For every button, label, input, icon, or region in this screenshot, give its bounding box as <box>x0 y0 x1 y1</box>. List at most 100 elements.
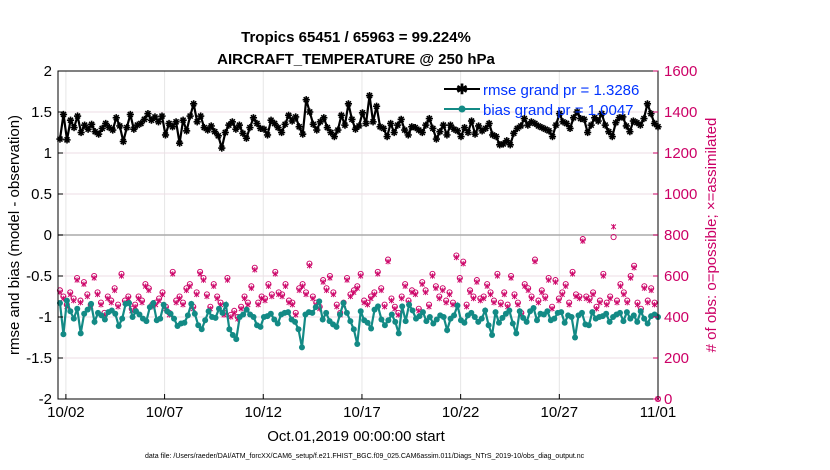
rmse-point <box>109 126 117 134</box>
obs-assimilated-marker <box>173 299 179 306</box>
rmse-point <box>221 128 229 137</box>
rmse-point <box>183 127 191 135</box>
obs-assimilated-marker <box>255 301 261 308</box>
obs-assimilated-marker <box>211 283 217 290</box>
obs-assimilated-marker <box>105 295 111 302</box>
x-tick-label: 10/27 <box>541 404 579 421</box>
bias-point <box>388 311 395 318</box>
rmse-point <box>95 130 103 138</box>
rmse-series <box>56 92 662 152</box>
obs-assimilated-marker <box>651 301 658 308</box>
bias-point <box>312 304 319 311</box>
obs-assimilated-marker <box>214 295 220 302</box>
obs-assimilated-marker <box>142 283 149 290</box>
obs-assimilated-marker <box>112 287 118 294</box>
obs-assimilated-marker <box>368 295 374 302</box>
obs-assimilated-marker <box>600 273 606 279</box>
obs-assimilated-marker <box>614 299 620 306</box>
rmse-point <box>341 121 349 129</box>
bias-point <box>243 306 250 313</box>
rmse-point <box>186 112 194 120</box>
x-axis-label: Oct.01,2019 00:00:00 start <box>267 428 445 445</box>
bias-point <box>637 308 644 315</box>
obs-assimilated-marker <box>330 291 336 298</box>
obs-assimilated-marker <box>487 291 494 298</box>
obs-assimilated-marker <box>258 295 265 302</box>
bias-point <box>616 309 623 316</box>
rmse-point <box>467 117 476 125</box>
obs-assimilated-marker <box>334 303 340 310</box>
rmse-point <box>197 112 205 120</box>
rmse-point <box>158 112 166 120</box>
data-file-footnote: data file: /Users/raeder/DAI/ATM_forcXX/… <box>145 453 585 460</box>
bias-point <box>357 308 364 315</box>
rmse-point <box>126 110 134 119</box>
bias-point <box>354 341 361 348</box>
bias-point <box>509 320 516 327</box>
bias-point <box>444 327 451 334</box>
obs-assimilated-marker <box>552 279 559 285</box>
x-tick-label: 11/01 <box>640 404 676 421</box>
bias-point <box>226 326 233 333</box>
chart-title: Tropics 65451 / 65963 = 99.224% <box>241 29 471 46</box>
obs-assimilated-marker <box>241 295 248 302</box>
rmse-point <box>471 130 479 138</box>
obs-assimilated-marker <box>498 301 504 308</box>
rmse-point <box>418 128 426 137</box>
obs-assimilated-marker <box>347 293 354 300</box>
bias-point <box>374 303 381 310</box>
obs-assimilated-marker <box>477 297 483 304</box>
obs-assimilated-marker <box>231 310 237 316</box>
rmse-point <box>147 116 156 124</box>
bias-point <box>67 308 74 315</box>
bias-point <box>561 319 568 326</box>
bias-point <box>471 314 478 320</box>
obs-assimilated-marker <box>412 291 418 298</box>
bias-point <box>271 316 278 323</box>
bias-point <box>530 304 537 311</box>
legend-rmse-label: rmse grand pr = 1.3286 <box>483 82 639 99</box>
rmse-point <box>151 113 159 121</box>
bias-point <box>295 326 302 333</box>
bias-point <box>578 309 585 316</box>
obs-assimilated-marker <box>576 295 583 302</box>
bias-point <box>257 323 264 330</box>
rmse-point <box>302 96 310 104</box>
bias-point <box>136 311 143 318</box>
obs-assimilated-marker <box>443 299 449 306</box>
bias-point <box>395 330 402 337</box>
rmse-point <box>313 126 321 134</box>
obs-assimilated-marker <box>590 291 596 298</box>
rmse-point <box>372 102 381 110</box>
obs-assimilated-marker <box>135 295 142 302</box>
bias-point <box>150 300 157 307</box>
obs-assimilated-marker <box>429 273 436 279</box>
rmse-point <box>485 119 493 128</box>
obs-assimilated-marker <box>631 265 637 271</box>
obs-assimilated-marker <box>511 293 518 300</box>
rmse-point <box>460 123 469 132</box>
obs-assimilated-marker <box>467 289 473 296</box>
rmse-point <box>214 132 222 140</box>
rmse-point <box>584 128 592 137</box>
obs-assimilated-marker <box>183 287 190 294</box>
bias-point <box>215 305 222 312</box>
rmse-point <box>320 114 328 122</box>
rmse-point <box>292 113 300 121</box>
rmse-point <box>397 115 405 123</box>
rmse-point <box>306 108 314 116</box>
rmse-point <box>309 120 317 128</box>
obs-assimilated-marker <box>269 293 275 300</box>
bias-point <box>523 318 530 325</box>
bias-point <box>572 334 579 341</box>
bias-point <box>558 309 565 316</box>
rmse-point <box>344 100 353 108</box>
rmse-point <box>123 123 131 132</box>
obs-assimilated-marker <box>549 306 555 312</box>
bias-point <box>516 308 523 315</box>
rmse-point <box>73 112 82 120</box>
bias-point <box>323 309 330 316</box>
rmse-point <box>193 118 201 126</box>
bias-point <box>205 308 212 315</box>
rmse-point <box>457 133 465 141</box>
